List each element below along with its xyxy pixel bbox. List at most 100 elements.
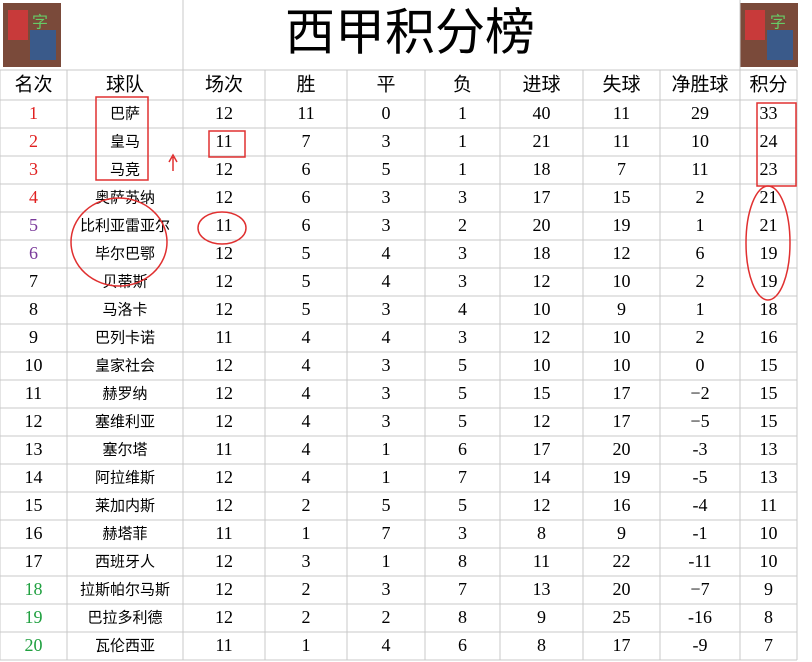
stat-cell: 11	[215, 131, 232, 151]
team-name: 拉斯帕尔马斯	[80, 581, 170, 598]
stat-cell: 17	[613, 411, 631, 431]
stat-cell: 12	[533, 411, 551, 431]
team-name: 塞维利亚	[95, 412, 155, 430]
stat-cell: 15	[760, 411, 778, 431]
stat-cell: 11	[215, 327, 232, 347]
stat-cell: −7	[690, 579, 709, 599]
stat-cell: 5	[382, 495, 391, 515]
stat-cell: 1	[302, 523, 311, 543]
stat-cell: 9	[617, 299, 626, 319]
stat-cell: 1	[382, 551, 391, 571]
stat-cell: 33	[760, 103, 778, 123]
stat-cell: 12	[215, 271, 233, 291]
stat-cell: 4	[382, 327, 391, 347]
stat-cell: 3	[382, 383, 391, 403]
team-name: 瓦伦西亚	[95, 637, 155, 654]
stat-cell: 0	[382, 103, 391, 123]
stat-cell: 12	[215, 579, 233, 599]
stat-cell: -16	[688, 607, 712, 627]
column-header: 失球	[602, 73, 640, 95]
team-name: 巴列卡诺	[95, 329, 155, 346]
stat-cell: 7	[382, 523, 391, 543]
column-header: 场次	[205, 73, 243, 95]
highlight-ellipse	[70, 197, 168, 287]
stat-cell: 9	[764, 579, 773, 599]
stat-cell: 3	[458, 523, 467, 543]
stat-cell: 12	[215, 299, 233, 319]
logo-right: 字	[740, 3, 798, 67]
stat-cell: −5	[690, 411, 709, 431]
stat-cell: 10	[533, 299, 551, 319]
stat-cell: 11	[533, 551, 550, 571]
column-header: 胜	[296, 73, 315, 95]
rank: 1	[29, 103, 38, 123]
stat-cell: 12	[215, 383, 233, 403]
stat-cell: 12	[215, 467, 233, 487]
stat-cell: 1	[302, 635, 311, 655]
rank: 10	[25, 355, 43, 375]
stat-cell: 12	[215, 159, 233, 179]
highlight-box	[208, 130, 246, 158]
stat-cell: 13	[760, 439, 778, 459]
rank: 6	[29, 243, 38, 263]
stat-cell: 12	[533, 495, 551, 515]
annotations	[70, 96, 797, 301]
rank: 15	[25, 495, 43, 515]
stat-cell: 2	[696, 327, 705, 347]
stat-cell: 3	[458, 243, 467, 263]
team-name: 西班牙人	[95, 553, 155, 570]
stat-cell: 2	[302, 579, 311, 599]
highlight-box	[95, 96, 149, 181]
stat-cell: 13	[760, 467, 778, 487]
stat-cell: 11	[215, 439, 232, 459]
stat-cell: 19	[613, 215, 631, 235]
stat-cell: 40	[533, 103, 551, 123]
stat-cell: 7	[458, 467, 467, 487]
stat-cell: 5	[302, 299, 311, 319]
rank: 19	[25, 607, 43, 627]
stat-cell: 9	[617, 523, 626, 543]
column-header: 名次	[14, 73, 52, 95]
stat-cell: 11	[297, 103, 314, 123]
arrow	[168, 153, 178, 171]
stat-cell: 12	[215, 243, 233, 263]
stat-cell: 4	[302, 327, 311, 347]
column-header: 负	[453, 73, 472, 95]
stat-cell: 12	[215, 103, 233, 123]
stat-cell: 12	[215, 187, 233, 207]
team-name: 赫罗纳	[102, 385, 147, 402]
rank: 12	[25, 411, 43, 431]
stat-cell: 2	[696, 187, 705, 207]
stat-cell: 11	[613, 131, 630, 151]
stat-cell: 1	[382, 439, 391, 459]
stat-cell: 9	[537, 607, 546, 627]
rank: 4	[29, 187, 38, 207]
stat-cell: 5	[382, 159, 391, 179]
stat-cell: 8	[458, 551, 467, 571]
team-name: 毕尔巴鄂	[95, 245, 155, 262]
stat-cell: 25	[613, 607, 631, 627]
stat-cell: 20	[613, 579, 631, 599]
highlight-box	[756, 102, 797, 187]
stat-cell: 15	[613, 187, 631, 207]
stat-cell: 20	[613, 439, 631, 459]
stat-cell: 16	[760, 327, 778, 347]
stat-cell: 2	[302, 607, 311, 627]
column-header: 球队	[106, 73, 144, 95]
stat-cell: 11	[760, 495, 777, 515]
rank: 8	[29, 299, 38, 319]
stat-cell: 10	[613, 271, 631, 291]
rank: 2	[29, 131, 38, 151]
stat-cell: 3	[382, 131, 391, 151]
stat-cell: -11	[688, 551, 711, 571]
stat-cell: 22	[613, 551, 631, 571]
rank: 18	[25, 579, 43, 599]
stat-cell: 5	[458, 411, 467, 431]
stat-cell: 4	[458, 299, 467, 319]
stat-cell: 1	[458, 131, 467, 151]
stat-cell: 6	[458, 635, 467, 655]
stat-cell: 3	[382, 411, 391, 431]
